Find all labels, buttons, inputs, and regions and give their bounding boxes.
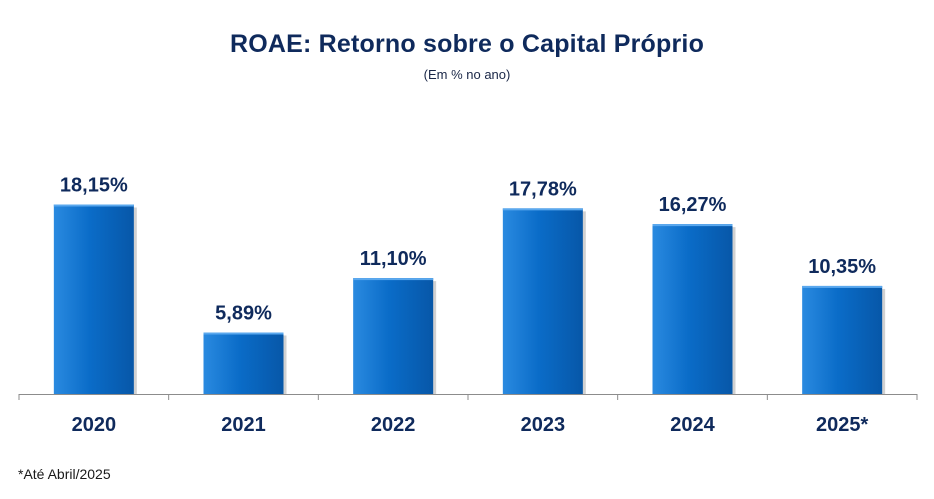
bar-2021 bbox=[203, 332, 284, 394]
bar-2024 bbox=[652, 224, 733, 394]
bar-highlight bbox=[652, 224, 733, 227]
bars-group bbox=[53, 204, 886, 394]
bar-highlight bbox=[502, 208, 583, 211]
data-label: 5,89% bbox=[215, 303, 272, 325]
x-tick-label: 2020 bbox=[72, 414, 117, 436]
bar-highlight bbox=[53, 204, 134, 207]
data-labels-group: 18,15% 5,89% 11,10% 17,78% 16,27% 10,35% bbox=[60, 175, 876, 325]
bar-2025-star bbox=[802, 285, 883, 394]
chart-subtitle: (Em % no ano) bbox=[423, 67, 511, 82]
footnote: *Até Abril/2025 bbox=[18, 466, 111, 482]
bar-2022 bbox=[353, 278, 434, 394]
data-label: 10,35% bbox=[808, 256, 876, 278]
x-tick-labels-group: 2020 2021 2022 2023 2024 2025* bbox=[72, 414, 869, 436]
bar-2020 bbox=[53, 204, 134, 394]
data-label: 18,15% bbox=[60, 175, 128, 197]
data-label: 17,78% bbox=[509, 178, 577, 200]
data-label: 16,27% bbox=[659, 194, 727, 216]
x-axis bbox=[18, 394, 918, 400]
bar-highlight bbox=[353, 278, 434, 281]
bar-highlight bbox=[203, 332, 284, 335]
x-tick-label: 2023 bbox=[521, 414, 566, 436]
bar-2023 bbox=[502, 208, 583, 394]
chart-title: ROAE: Retorno sobre o Capital Próprio bbox=[229, 30, 705, 58]
x-tick-label: 2021 bbox=[221, 414, 266, 436]
x-tick-label: 2024 bbox=[670, 414, 715, 436]
data-label: 11,10% bbox=[360, 248, 427, 270]
bar-highlight bbox=[802, 285, 883, 288]
x-tick-label: 2022 bbox=[371, 414, 416, 436]
x-tick-label: 2025* bbox=[816, 414, 868, 436]
